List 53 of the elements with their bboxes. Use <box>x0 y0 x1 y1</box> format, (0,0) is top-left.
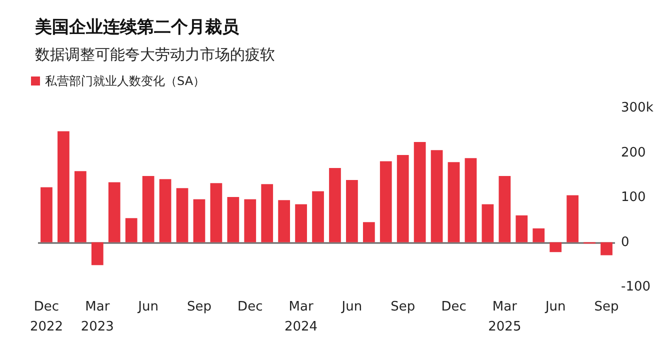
bar <box>261 184 274 242</box>
x-tick-label: Sep <box>186 300 212 314</box>
x-tick-label: Dec <box>238 300 263 314</box>
x-tick-label: Jun <box>137 300 158 314</box>
bar <box>362 222 375 242</box>
bar <box>108 182 120 242</box>
y-tick-label: 200 <box>621 145 646 160</box>
bar <box>516 215 528 242</box>
x-tick-label: Jun <box>544 300 566 314</box>
x-tick-label: Dec <box>441 300 466 314</box>
legend-label: 私营部门就业人数变化（SA） <box>45 74 206 88</box>
y-tick-label: 100 <box>621 190 646 205</box>
bar <box>91 242 104 266</box>
bar <box>74 171 86 242</box>
x-tick-label: Dec 2022 <box>30 300 64 334</box>
bar <box>58 131 70 242</box>
y-tick-label: 300k <box>621 100 654 116</box>
bar <box>329 168 341 242</box>
bar <box>600 242 612 256</box>
bar <box>312 191 324 242</box>
x-tick-label: Mar 2023 <box>80 300 114 334</box>
bar <box>464 158 477 242</box>
bar <box>396 154 409 242</box>
bar <box>430 150 443 242</box>
y-tick-label: 0 <box>621 234 630 250</box>
y-tick-label: -100 <box>621 280 651 294</box>
chart-subtitle: 数据调整可能夸大劳动力市场的疲软 <box>35 46 275 64</box>
bar <box>295 204 307 242</box>
bar <box>498 176 511 242</box>
bar <box>566 195 579 242</box>
x-tick-label: Jun <box>340 300 362 314</box>
x-tick-label: Mar 2025 <box>488 300 522 334</box>
bar <box>125 218 138 242</box>
bar <box>210 183 222 242</box>
bar <box>159 179 172 242</box>
bar <box>380 161 392 242</box>
bar <box>448 162 460 242</box>
bar <box>532 228 545 242</box>
bar <box>414 142 426 242</box>
bar <box>176 188 188 242</box>
bar <box>227 197 240 242</box>
bar <box>244 199 256 242</box>
chart-title: 美国企业连续第二个月裁员 <box>34 18 240 38</box>
x-tick-label: Sep <box>390 300 416 314</box>
bar <box>346 180 358 242</box>
bar <box>550 242 562 252</box>
bar <box>142 176 154 242</box>
x-tick-label: Mar 2024 <box>284 300 318 334</box>
bar <box>40 187 52 242</box>
bar <box>193 199 206 242</box>
x-tick-label: Sep <box>594 300 619 314</box>
bar <box>278 200 290 242</box>
bar <box>482 204 494 242</box>
